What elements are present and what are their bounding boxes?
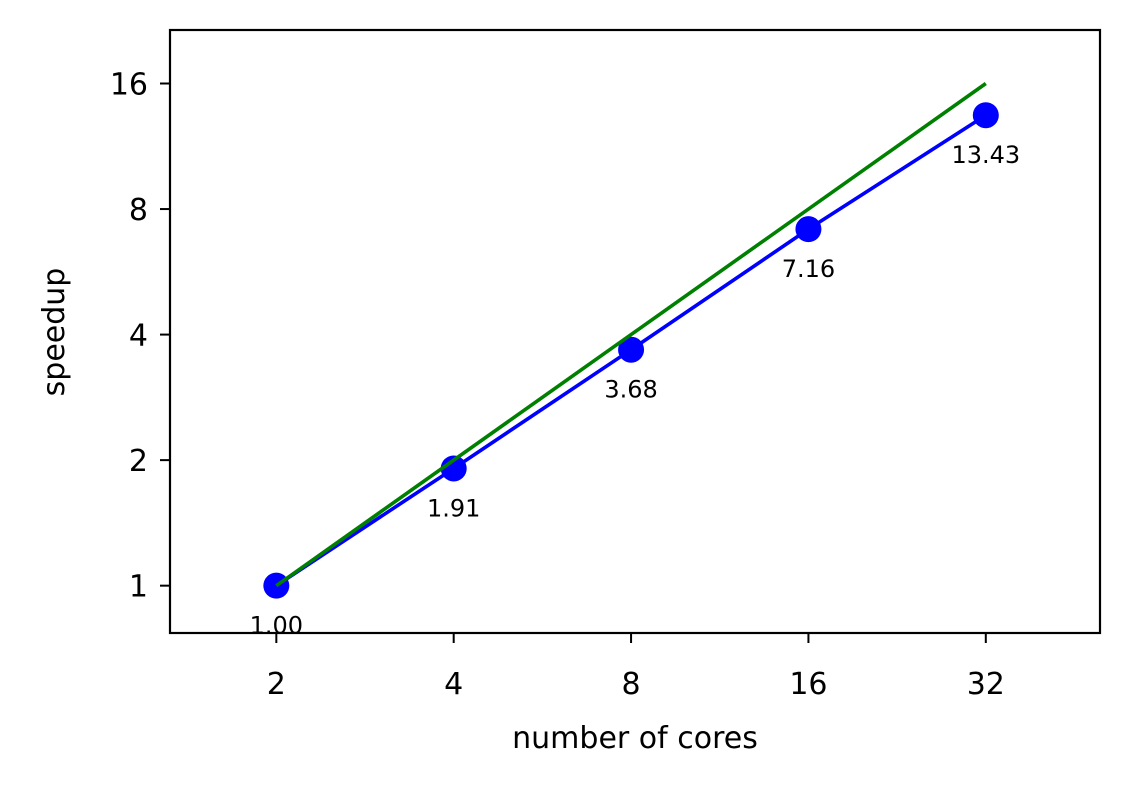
- y-axis-label: speedup: [37, 268, 72, 397]
- y-tick-label: 4: [129, 319, 148, 354]
- x-tick-label: 4: [444, 667, 463, 702]
- data-label: 3.68: [604, 376, 657, 404]
- x-tick-label: 16: [789, 667, 827, 702]
- x-tick-label: 2: [267, 667, 286, 702]
- series-1-point: [618, 336, 645, 363]
- data-label: 13.43: [951, 141, 1020, 169]
- series-1-point: [972, 102, 999, 129]
- series-2-line: [275, 82, 987, 588]
- y-axis: 1 2 4 8 16: [110, 68, 170, 605]
- y-tick-label: 16: [110, 68, 148, 103]
- y-tick-label: 8: [129, 193, 148, 228]
- x-tick-label: 8: [622, 667, 641, 702]
- x-tick-label: 32: [967, 667, 1005, 702]
- plot-frame: [168, 28, 1102, 635]
- series-1-point: [440, 455, 467, 482]
- y-tick-label: 1: [129, 570, 148, 605]
- x-axis-label: number of cores: [512, 721, 758, 756]
- y-tick-label: 2: [129, 444, 148, 479]
- data-label: 1.91: [427, 494, 480, 522]
- data-label: 7.16: [782, 255, 835, 283]
- series-1-point: [263, 572, 290, 599]
- x-axis: 2 4 8 16 32: [267, 633, 1005, 702]
- series-1-point: [795, 216, 822, 243]
